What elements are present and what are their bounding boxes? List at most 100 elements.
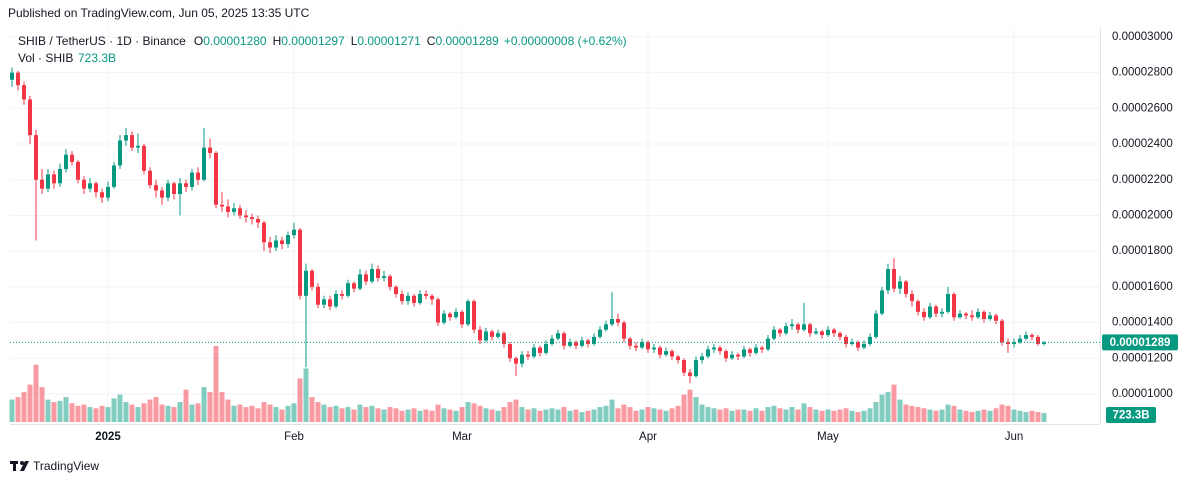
ohlc-legend: O0.00001280 H0.00001297 L0.00001271 C0.0000…	[194, 34, 627, 48]
volume-bar	[75, 405, 81, 422]
volume-bar	[705, 407, 711, 422]
volume-bar	[213, 346, 219, 422]
volume-axis-label: 723.3B	[1112, 410, 1149, 422]
candle-body	[328, 299, 332, 307]
volume-bar	[945, 404, 951, 422]
candle-body	[484, 331, 488, 341]
volume-bar	[375, 408, 381, 422]
volume-bar	[279, 409, 285, 422]
x-tick-label: Mar	[452, 431, 472, 443]
candle-body	[580, 340, 584, 346]
legend-key: C	[427, 34, 436, 48]
candle-body	[616, 318, 620, 323]
candle-body	[952, 293, 956, 318]
candle-body	[646, 342, 650, 350]
candle-body	[604, 324, 608, 330]
candle-body	[286, 235, 290, 245]
y-tick-label: 0.00001400	[1112, 317, 1173, 329]
candle-body	[232, 208, 236, 212]
candle-body	[460, 311, 464, 325]
volume-bar	[567, 410, 573, 422]
y-tick-label: 0.00002600	[1112, 102, 1173, 114]
legend-change: +0.00000008 (+0.62%)	[504, 34, 627, 48]
candle-body	[610, 318, 614, 325]
candle-body	[142, 145, 146, 171]
candle-body	[928, 306, 932, 318]
volume-bar	[99, 405, 105, 422]
volume-bar	[495, 410, 501, 422]
candle-body	[88, 183, 92, 189]
volume-bar	[969, 412, 975, 422]
candle-body	[838, 333, 842, 337]
candle-body	[1000, 320, 1004, 343]
volume-bar	[825, 409, 831, 422]
x-tick-label: Jun	[1005, 431, 1024, 443]
candle-body	[202, 147, 206, 180]
volume-bar	[93, 408, 99, 422]
candle-body	[796, 324, 800, 330]
candle-body	[154, 185, 158, 191]
candle-body	[490, 331, 494, 337]
candle-body	[148, 170, 152, 186]
candle-body	[64, 154, 68, 170]
volume-bar	[609, 399, 615, 422]
volume-bar	[189, 404, 195, 422]
volume-bar	[921, 408, 927, 422]
volume-bar	[417, 410, 423, 422]
volume-bar	[345, 407, 351, 422]
volume-bar	[549, 408, 555, 422]
candle-body	[958, 313, 962, 318]
volume-bar	[249, 405, 255, 422]
candle-body	[136, 145, 140, 148]
volume-bar	[657, 409, 663, 422]
logo-part	[20, 461, 24, 465]
candle-body	[184, 183, 188, 187]
legend-value: 0.00001280	[203, 34, 267, 48]
volume-bar	[477, 405, 483, 422]
candle-body	[130, 135, 134, 148]
candle-body	[424, 293, 428, 296]
legend-key: O	[194, 34, 203, 48]
candle-body	[754, 347, 758, 353]
y-tick-label: 0.00002000	[1112, 209, 1173, 221]
candle-body	[370, 269, 374, 282]
candle-body	[778, 329, 782, 334]
candle-body	[538, 347, 542, 353]
candle-body	[814, 331, 818, 334]
volume-bar	[339, 408, 345, 422]
candle-body	[58, 169, 62, 184]
volume-bar	[729, 410, 735, 422]
candle-body	[256, 219, 260, 223]
candle-body	[862, 343, 866, 348]
volume-bar	[117, 394, 123, 422]
volume-bar	[453, 410, 459, 422]
volume-bar	[321, 404, 327, 422]
candle-body	[496, 333, 500, 337]
volume-bar	[777, 408, 783, 422]
candle-body	[682, 360, 686, 373]
volume-bar	[639, 409, 645, 422]
volume-bar	[405, 409, 411, 422]
volume-bar	[261, 402, 267, 422]
candle-body	[598, 329, 602, 337]
volume-bar	[573, 409, 579, 422]
candle-body	[430, 295, 434, 300]
last-price-box	[1102, 334, 1178, 351]
candle-body	[634, 345, 638, 348]
volume-bar	[525, 409, 531, 422]
volume-bar	[315, 402, 321, 422]
volume-bar	[531, 408, 537, 422]
volume-bar	[291, 403, 297, 422]
volume-bar	[621, 404, 627, 422]
candle-body	[40, 179, 44, 189]
volume-bar	[243, 407, 249, 422]
volume-title: Vol · SHIB	[18, 51, 73, 65]
candle-body	[418, 293, 422, 303]
volume-bar	[27, 384, 33, 422]
volume-bar	[399, 410, 405, 422]
volume-bar	[123, 402, 129, 422]
candle-body	[868, 336, 872, 344]
candle-body	[502, 333, 506, 344]
volume-bar	[309, 397, 315, 422]
volume-bar	[963, 410, 969, 422]
